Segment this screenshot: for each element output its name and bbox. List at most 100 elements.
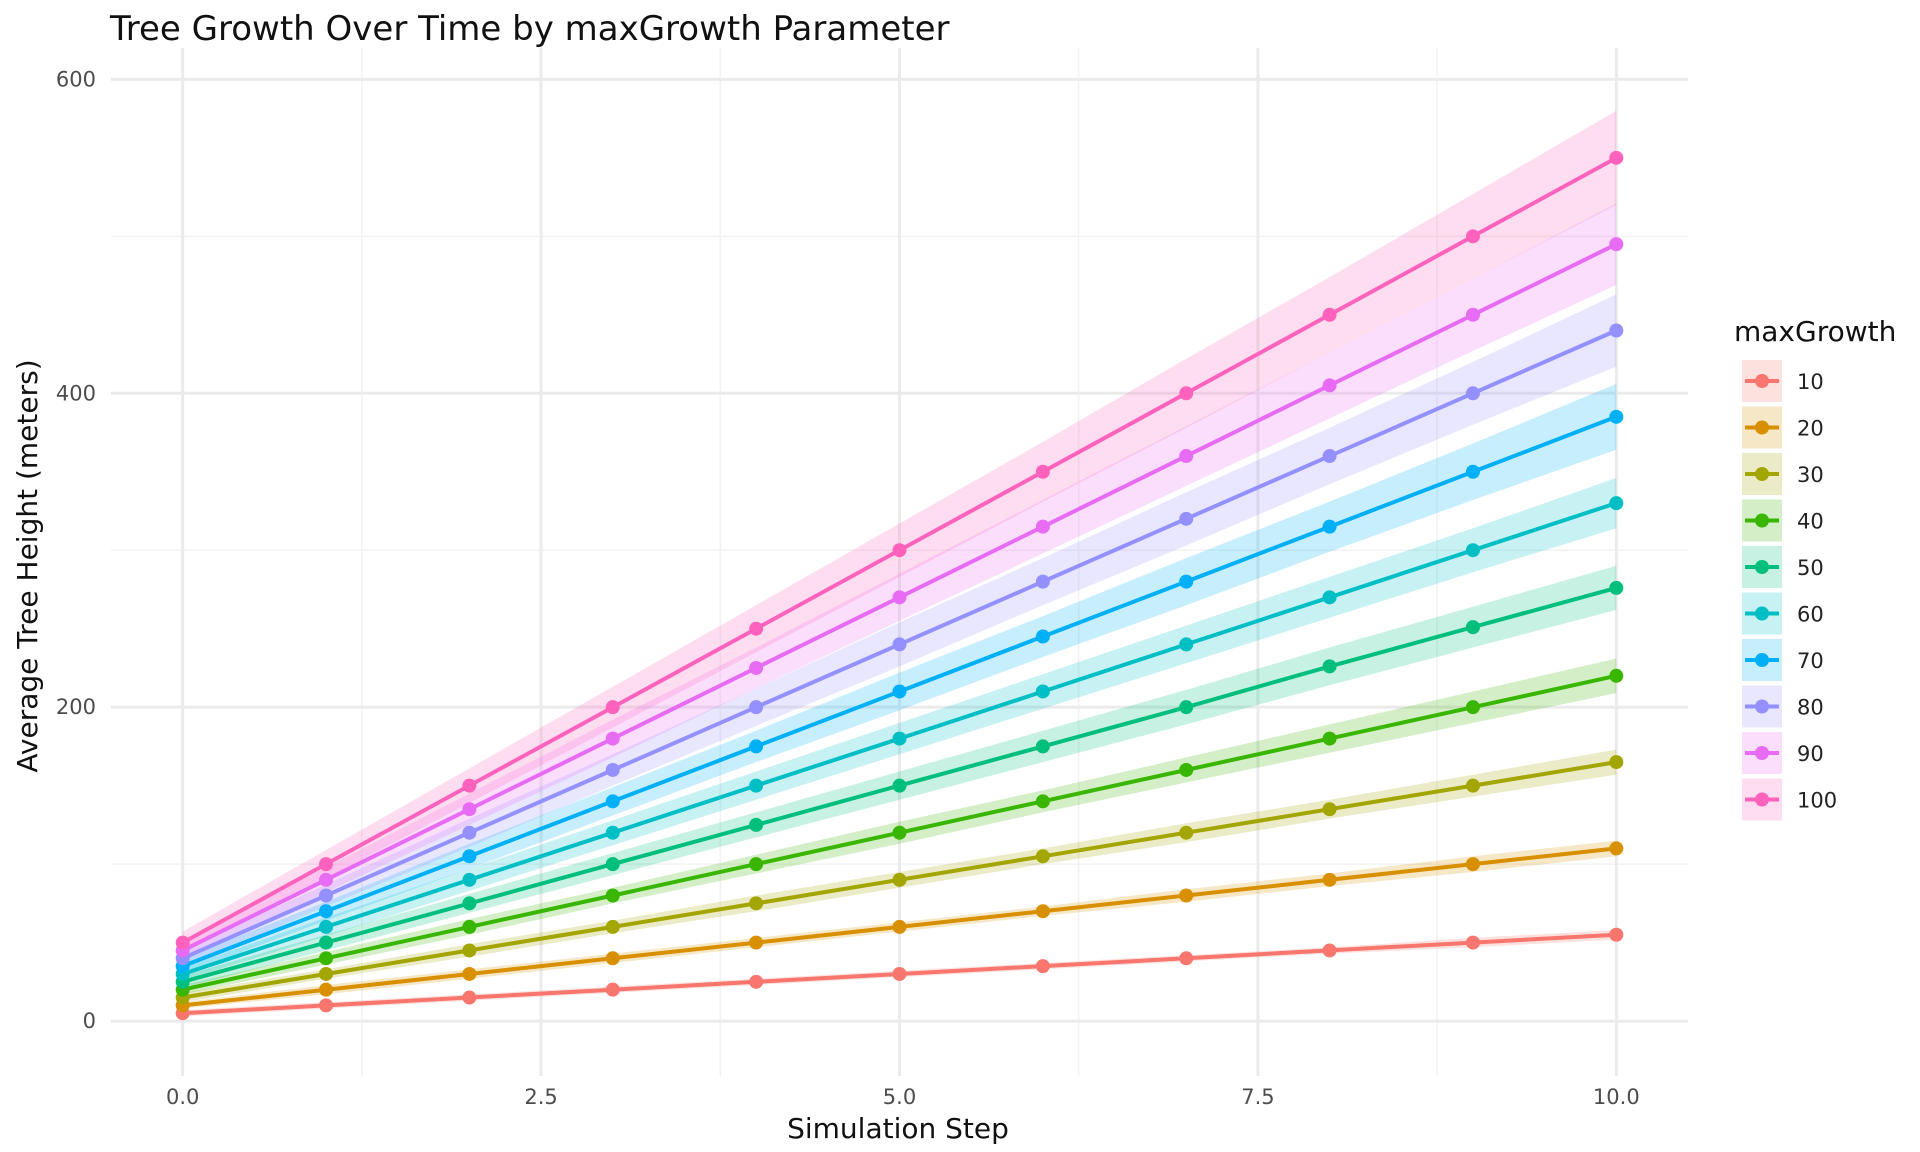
legend-key-point xyxy=(1755,420,1769,435)
point-series-100 xyxy=(462,778,477,793)
x-tick-label: 0.0 xyxy=(166,1085,199,1109)
point-series-10 xyxy=(1179,951,1194,966)
legend-item-100: 100 xyxy=(1742,778,1837,821)
point-series-80 xyxy=(605,762,620,777)
point-series-70 xyxy=(1179,574,1194,589)
y-tick-label: 400 xyxy=(56,381,96,405)
point-series-40 xyxy=(749,857,764,872)
point-series-80 xyxy=(1322,449,1337,464)
point-series-20 xyxy=(892,919,907,934)
x-tick-label: 10.0 xyxy=(1593,1085,1640,1109)
point-series-80 xyxy=(892,637,907,652)
point-series-100 xyxy=(1179,386,1194,401)
legend-key-point xyxy=(1755,467,1769,481)
legend-label: 90 xyxy=(1797,742,1824,766)
legend-key-point xyxy=(1755,653,1769,667)
point-series-30 xyxy=(892,872,907,887)
point-series-40 xyxy=(1179,762,1194,777)
point-series-80 xyxy=(319,888,334,903)
legend-key-point xyxy=(1755,606,1769,621)
legend-title: maxGrowth xyxy=(1734,315,1896,348)
legend-items: 10 20 30 40 50 60 70 80 90 100 xyxy=(1742,360,1837,821)
point-series-100 xyxy=(892,543,907,558)
point-series-100 xyxy=(1465,229,1480,244)
point-series-100 xyxy=(605,700,620,715)
point-series-70 xyxy=(1609,409,1624,424)
point-series-100 xyxy=(1609,150,1624,165)
legend-key-point xyxy=(1755,560,1769,574)
point-series-40 xyxy=(605,888,620,903)
point-series-20 xyxy=(605,951,620,966)
point-series-60 xyxy=(749,778,764,793)
point-series-10 xyxy=(1609,927,1624,942)
point-series-100 xyxy=(1322,307,1337,322)
point-series-20 xyxy=(462,966,477,981)
point-series-10 xyxy=(605,982,620,997)
legend-label: 80 xyxy=(1797,696,1824,720)
point-series-10 xyxy=(749,974,764,989)
legend-item-10: 10 xyxy=(1742,360,1824,402)
point-series-60 xyxy=(892,731,907,746)
point-series-90 xyxy=(1179,449,1194,464)
ribbon-series-90 xyxy=(182,203,1617,960)
point-series-50 xyxy=(1465,620,1480,635)
point-series-60 xyxy=(319,919,334,934)
legend: maxGrowth 10 20 30 40 50 60 70 80 90 100 xyxy=(1734,315,1896,821)
point-series-30 xyxy=(1035,849,1050,864)
legend-key-point xyxy=(1755,792,1769,807)
legend-label: 70 xyxy=(1797,649,1824,673)
legend-item-60: 60 xyxy=(1742,592,1824,635)
legend-item-70: 70 xyxy=(1742,639,1824,681)
point-series-30 xyxy=(462,943,477,958)
point-series-90 xyxy=(319,872,334,887)
point-series-80 xyxy=(1465,386,1480,401)
point-series-10 xyxy=(892,966,907,981)
point-series-30 xyxy=(1179,825,1194,840)
legend-item-30: 30 xyxy=(1742,453,1824,495)
point-series-70 xyxy=(1035,629,1050,644)
legend-label: 20 xyxy=(1797,417,1824,441)
point-series-80 xyxy=(1035,574,1050,589)
point-series-90 xyxy=(749,660,764,675)
point-series-90 xyxy=(1465,307,1480,322)
point-series-50 xyxy=(1609,580,1624,595)
point-series-60 xyxy=(1465,543,1480,558)
point-series-10 xyxy=(462,990,477,1005)
point-series-60 xyxy=(605,825,620,840)
point-series-80 xyxy=(1609,323,1624,338)
point-series-20 xyxy=(1322,872,1337,887)
point-series-90 xyxy=(462,802,477,817)
point-series-100 xyxy=(1035,464,1050,479)
x-axis-ticks: 0.0 2.5 5.0 7.5 10.0 xyxy=(166,1085,1640,1109)
point-series-60 xyxy=(1609,496,1624,511)
point-series-70 xyxy=(462,849,477,864)
point-series-100 xyxy=(749,621,764,636)
point-series-50 xyxy=(1035,739,1050,754)
point-series-90 xyxy=(1035,519,1050,534)
point-series-60 xyxy=(1179,637,1194,652)
point-series-70 xyxy=(749,739,764,754)
legend-key-point xyxy=(1755,746,1769,760)
series-points xyxy=(175,150,1624,1021)
x-tick-label: 7.5 xyxy=(1241,1085,1274,1109)
point-series-50 xyxy=(605,857,620,872)
point-series-40 xyxy=(1465,700,1480,715)
legend-label: 10 xyxy=(1797,370,1824,394)
legend-label: 50 xyxy=(1797,556,1824,580)
x-tick-label: 5.0 xyxy=(883,1085,916,1109)
point-series-20 xyxy=(1035,904,1050,919)
legend-key-point xyxy=(1755,699,1769,714)
ribbon-series-70 xyxy=(182,383,1617,974)
point-series-50 xyxy=(1322,659,1337,674)
y-axis-ticks: 0 200 400 600 xyxy=(56,67,96,1033)
point-series-90 xyxy=(1609,237,1624,252)
x-tick-label: 2.5 xyxy=(524,1085,557,1109)
point-series-70 xyxy=(605,794,620,809)
legend-label: 100 xyxy=(1797,789,1837,813)
point-series-30 xyxy=(1322,802,1337,817)
point-series-20 xyxy=(1179,888,1194,903)
point-series-40 xyxy=(319,951,334,966)
chart-title: Tree Growth Over Time by maxGrowth Param… xyxy=(109,9,949,49)
point-series-80 xyxy=(1179,511,1194,526)
